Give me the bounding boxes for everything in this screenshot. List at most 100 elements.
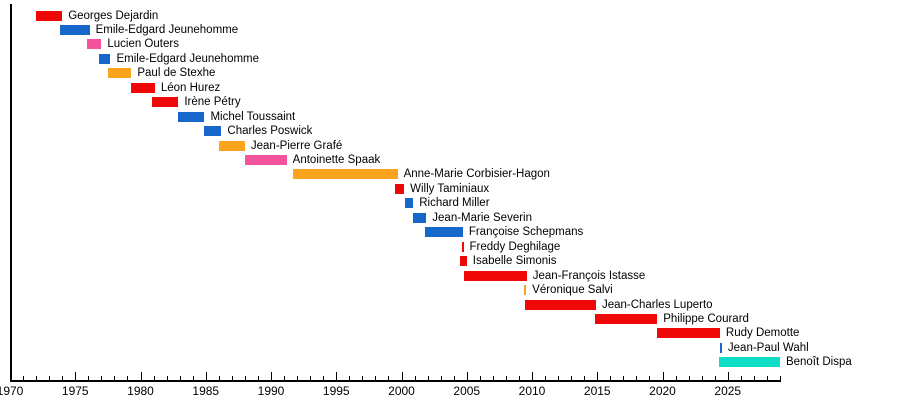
person-name-label: Lucien Outers — [107, 38, 179, 51]
person-name-label: Jean-Paul Wahl — [727, 341, 809, 354]
person-name-label: Emile-Edgard Jeunehomme — [95, 23, 239, 36]
minor-tick — [257, 376, 259, 380]
minor-tick — [218, 376, 220, 380]
term-bar — [59, 24, 90, 35]
person-name-label: Paul de Stexhe — [137, 67, 216, 80]
minor-tick — [88, 376, 90, 380]
term-bar — [293, 169, 398, 180]
person-name-label: Jean-François Istasse — [532, 269, 646, 282]
minor-tick — [101, 376, 103, 380]
x-axis-tick-label: 1995 — [322, 384, 350, 398]
person-name-label: Jean-Pierre Grafé — [250, 139, 343, 152]
minor-tick — [453, 376, 455, 380]
y-axis-line — [10, 4, 12, 382]
term-bar — [424, 227, 463, 238]
x-axis-tick-label: 1985 — [192, 384, 220, 398]
term-bar — [204, 126, 222, 137]
minor-tick — [440, 376, 442, 380]
minor-tick — [766, 376, 768, 380]
minor-tick — [192, 376, 194, 380]
minor-tick — [479, 376, 481, 380]
minor-tick — [558, 376, 560, 380]
timeline-row: Richard Miller — [0, 197, 900, 210]
minor-tick — [636, 376, 638, 380]
timeline-row: Emile-Edgard Jeunehomme — [0, 53, 900, 65]
timeline-row: Irène Pétry — [0, 96, 900, 109]
major-tick — [727, 372, 729, 380]
term-bar — [524, 285, 527, 296]
person-name-label: Charles Poswick — [227, 125, 313, 138]
term-bar — [460, 256, 467, 267]
minor-tick — [753, 376, 755, 380]
person-name-label: Georges Dejardin — [68, 9, 159, 22]
timeline-row: Isabelle Simonis — [0, 255, 900, 267]
timeline-row: Benoît Dispa — [0, 356, 900, 369]
minor-tick — [427, 376, 429, 380]
person-name-label: Irène Pétry — [184, 96, 241, 109]
timeline-row: Jean-Marie Severin — [0, 212, 900, 224]
minor-tick — [584, 376, 586, 380]
minor-tick — [284, 376, 286, 380]
x-axis-tick-label: 1970 — [0, 384, 24, 398]
major-tick — [662, 372, 664, 380]
person-name-label: Jean-Charles Luperto — [601, 298, 713, 311]
term-bar — [464, 270, 527, 281]
term-bar — [594, 313, 658, 324]
x-axis-tick-label: 1975 — [61, 384, 89, 398]
person-name-label: Willy Taminiaux — [410, 182, 490, 195]
timeline-row: Antoinette Spaak — [0, 154, 900, 166]
person-name-label: Anne-Marie Corbisier-Hagon — [403, 168, 550, 181]
minor-tick — [675, 376, 677, 380]
minor-tick — [623, 376, 625, 380]
timeline-row: Georges Dejardin — [0, 9, 900, 22]
person-name-label: Antoinette Spaak — [292, 154, 381, 166]
x-axis-tick-label: 2010 — [518, 384, 546, 398]
minor-tick — [362, 376, 364, 380]
timeline-row: Jean-François Istasse — [0, 269, 900, 282]
term-bar — [218, 140, 245, 151]
major-tick — [271, 372, 272, 380]
x-axis-line — [10, 380, 781, 382]
x-axis-tick-label: 2015 — [583, 384, 611, 398]
minor-tick — [62, 376, 64, 380]
timeline-row: Emile-Edgard Jeunehomme — [0, 23, 900, 36]
timeline-row: Jean-Charles Luperto — [0, 298, 900, 311]
minor-tick — [649, 376, 651, 380]
term-bar — [244, 155, 287, 165]
person-name-label: Françoise Schepmans — [468, 226, 584, 239]
timeline-row: Véronique Salvi — [0, 284, 900, 296]
minor-tick — [779, 376, 781, 380]
term-bar — [413, 212, 427, 223]
minor-tick — [714, 376, 716, 380]
timeline-row: Lucien Outers — [0, 38, 900, 51]
major-tick — [532, 372, 533, 380]
minor-tick — [688, 376, 690, 380]
minor-tick — [610, 376, 612, 380]
minor-tick — [545, 376, 547, 380]
person-name-label: Benoît Dispa — [785, 356, 852, 369]
minor-tick — [244, 376, 246, 380]
term-bar — [86, 39, 102, 50]
major-tick — [401, 372, 403, 380]
minor-tick — [740, 376, 742, 380]
major-tick — [75, 372, 77, 380]
minor-tick — [518, 376, 520, 380]
timeline-row: Willy Taminiaux — [0, 182, 900, 195]
term-bar — [394, 183, 405, 194]
x-axis-tick-label: 2025 — [714, 384, 742, 398]
term-bar — [719, 342, 722, 353]
minor-tick — [297, 376, 299, 380]
term-bar — [525, 299, 596, 310]
term-bar — [36, 10, 63, 21]
person-name-label: Michel Toussaint — [210, 110, 296, 123]
x-axis-tick-label: 1980 — [127, 384, 154, 398]
minor-tick — [153, 376, 155, 380]
minor-tick — [505, 376, 507, 380]
minor-tick — [375, 376, 377, 380]
term-bar — [178, 111, 205, 122]
person-name-label: Richard Miller — [419, 197, 490, 210]
minor-tick — [701, 376, 703, 380]
person-name-label: Rudy Demotte — [725, 327, 800, 340]
person-name-label: Freddy Deghilage — [469, 240, 561, 253]
